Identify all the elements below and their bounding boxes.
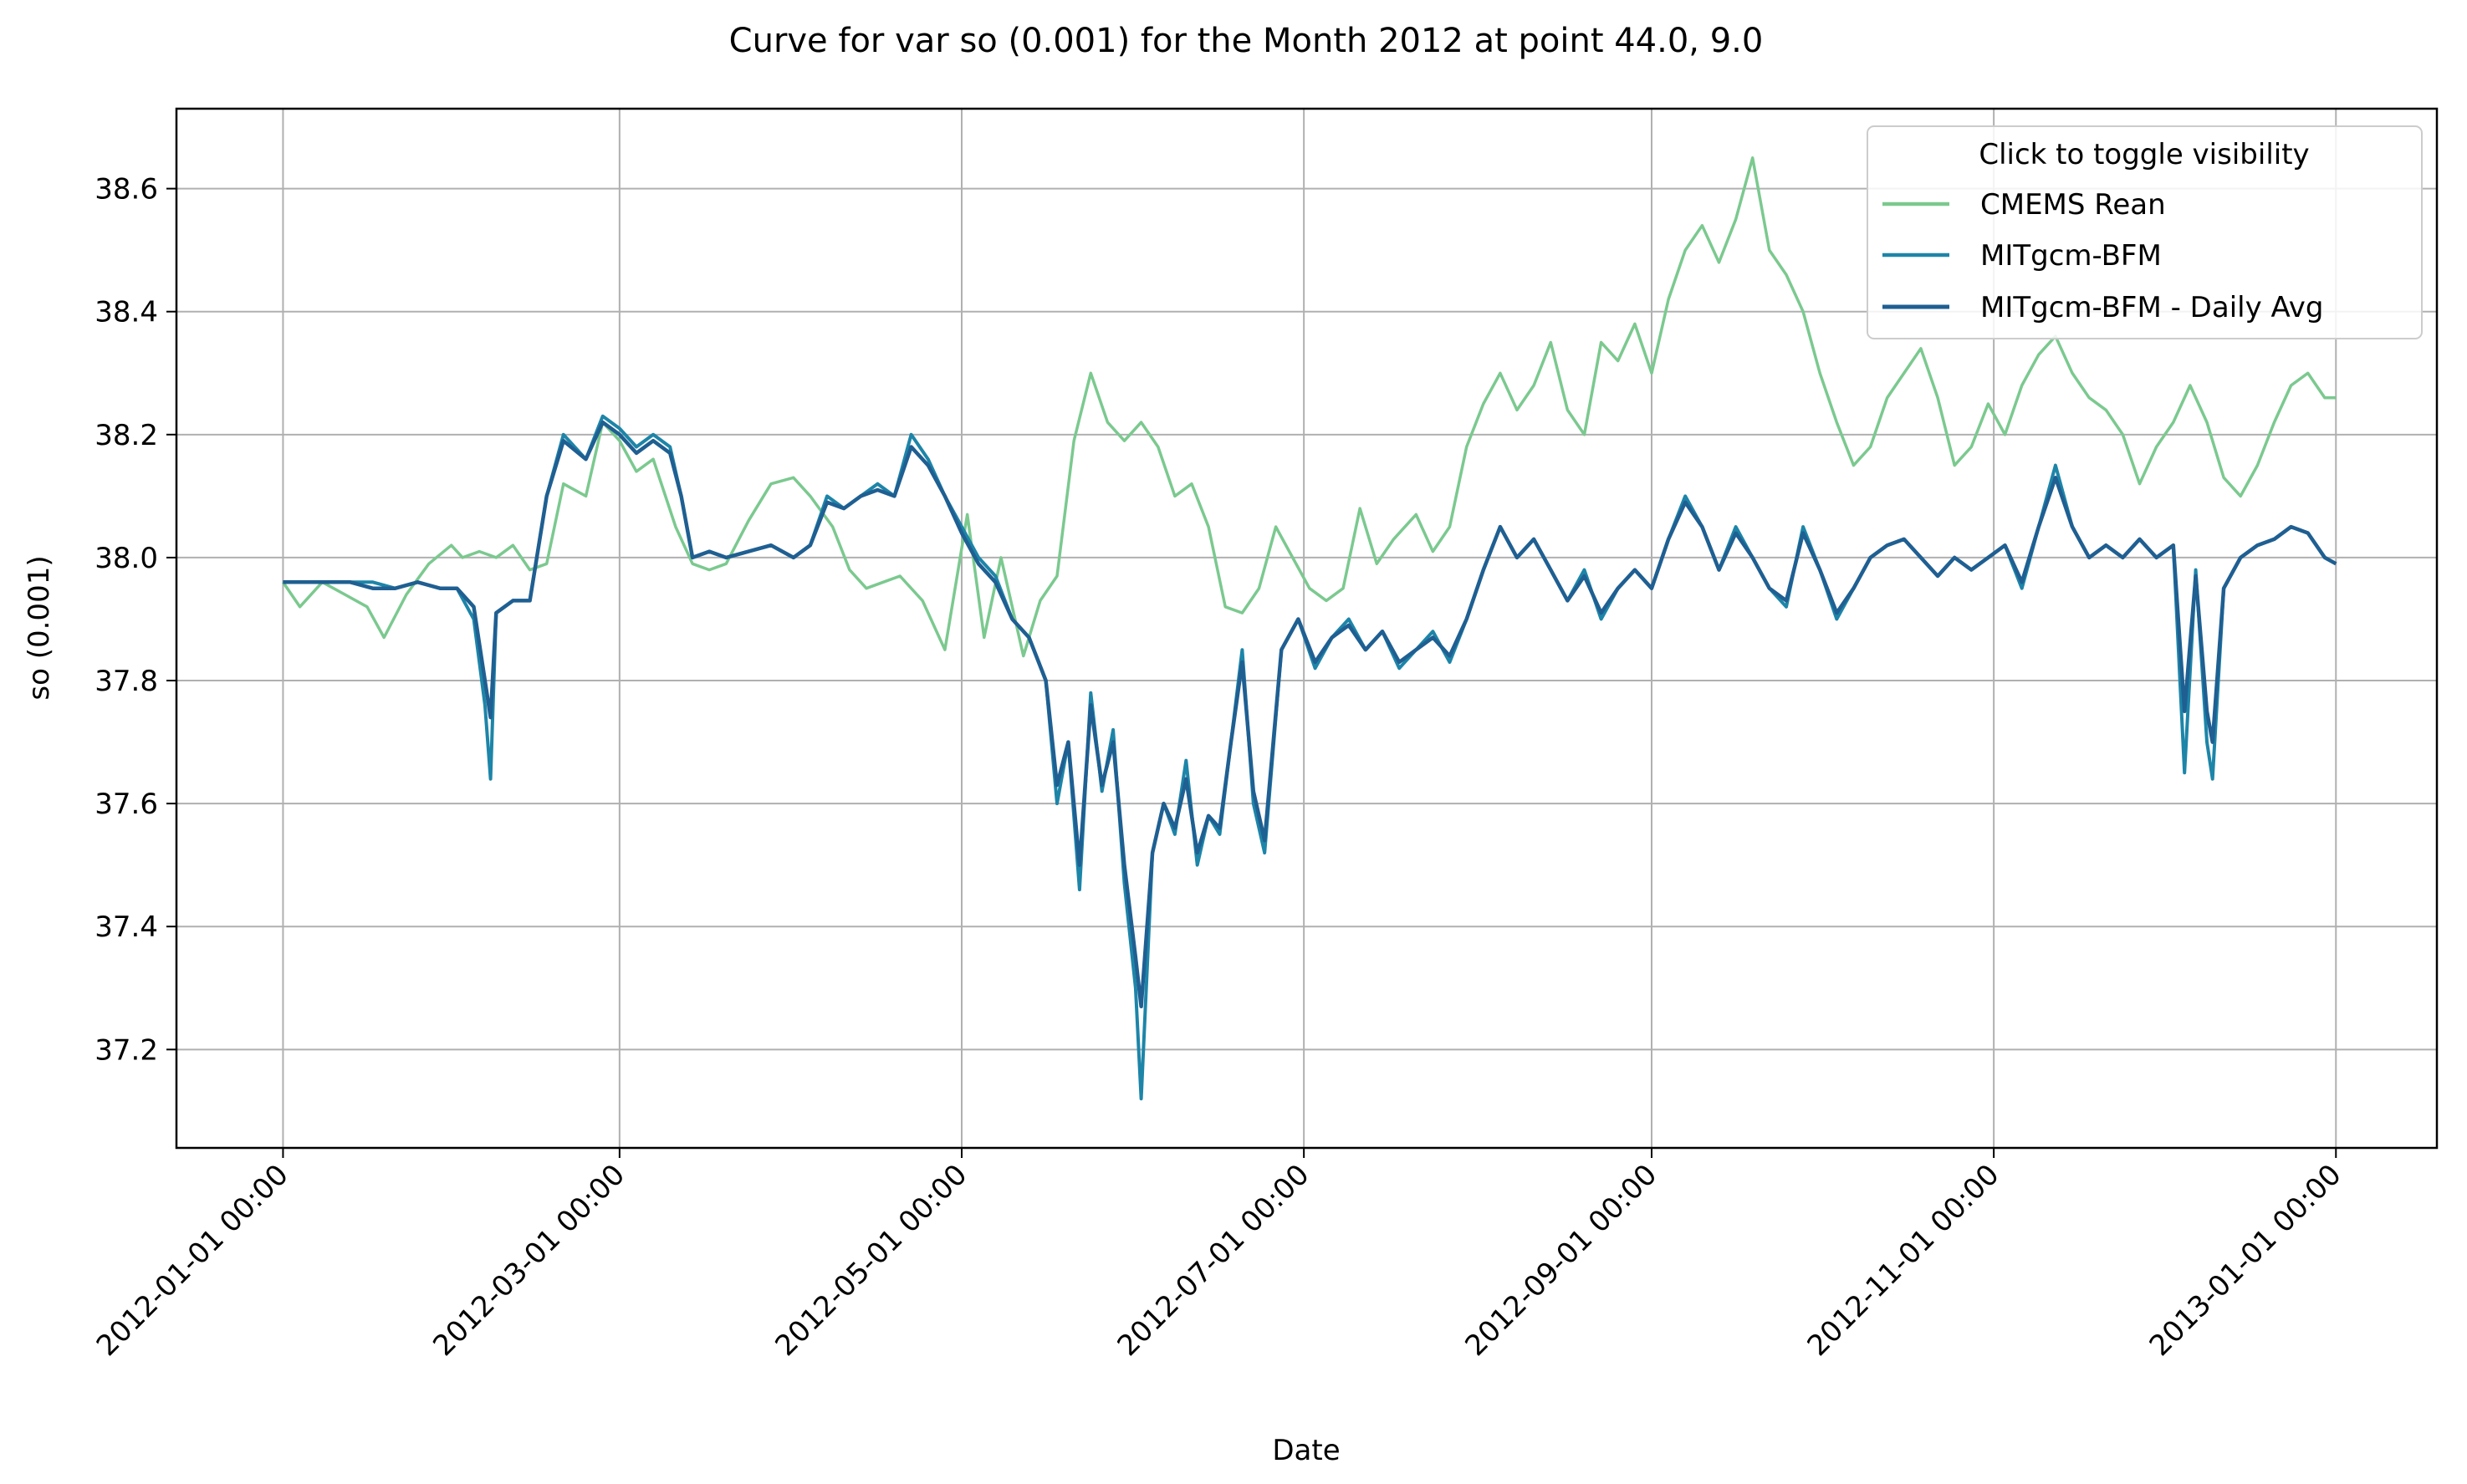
- plot-frame: [175, 107, 2439, 1150]
- series-line-mitgcm-bfm-daily-avg[interactable]: [283, 420, 2337, 1009]
- y-tick-label: 37.4: [94, 910, 158, 944]
- legend-title: Click to toggle visibility: [1979, 138, 2309, 171]
- legend-label-mitgcm-bfm-daily-avg: MITgcm-BFM - Daily Avg: [1980, 291, 2324, 324]
- legend-box: [1867, 125, 2423, 339]
- y-axis-label: so (0.001): [23, 555, 56, 700]
- legend[interactable]: Click to toggle visibility CMEMS Rean MI…: [1867, 125, 2423, 339]
- legend-item-cmems-rean[interactable]: CMEMS Rean: [1882, 188, 2166, 222]
- y-tick-label: 37.2: [94, 1033, 158, 1067]
- y-tick-label: 38.0: [94, 542, 158, 575]
- series-lines: [281, 156, 2337, 1101]
- chart-title: Curve for var so (0.001) for the Month 2…: [729, 22, 1764, 60]
- legend-label-mitgcm-bfm: MITgcm-BFM: [1980, 239, 2162, 273]
- legend-label-cmems-rean: CMEMS Rean: [1980, 188, 2166, 222]
- y-tick-label: 37.6: [94, 788, 158, 821]
- series-line-cmems-rean[interactable]: [281, 156, 2337, 658]
- x-axis-label: Date: [1272, 1434, 1340, 1467]
- y-axis-ticks: 37.2 37.4 37.6 37.8 38.0 38.2 38.4 38.6: [94, 173, 176, 1067]
- legend-item-mitgcm-bfm[interactable]: MITgcm-BFM: [1882, 239, 2162, 273]
- grid-lines: [176, 109, 2437, 1148]
- y-tick-label: 38.6: [94, 173, 158, 207]
- y-tick-label: 38.2: [94, 419, 158, 452]
- legend-item-mitgcm-bfm-daily-avg[interactable]: MITgcm-BFM - Daily Avg: [1882, 291, 2324, 324]
- y-tick-label: 38.4: [94, 296, 158, 329]
- y-tick-label: 37.8: [94, 665, 158, 698]
